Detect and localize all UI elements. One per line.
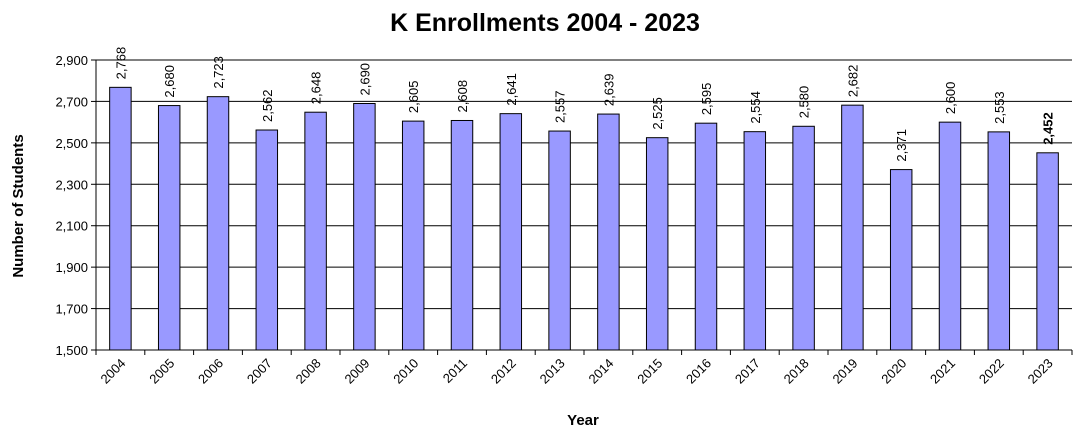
bar-2018 bbox=[792, 125, 815, 351]
bar-2004 bbox=[109, 86, 132, 351]
data-label: 2,768 bbox=[113, 47, 128, 80]
data-labels: 2,768 2,680 2,723 2,562 2,648 2,690 2,605 2,608… bbox=[113, 47, 1055, 162]
x-tick-label: 2017 bbox=[732, 356, 763, 387]
data-label: 2,595 bbox=[699, 83, 714, 116]
bar-2015 bbox=[645, 137, 669, 351]
bar-2011 bbox=[450, 119, 474, 351]
bar-2022 bbox=[987, 131, 1011, 351]
x-tick-label: 2004 bbox=[97, 356, 128, 387]
data-label: 2,557 bbox=[553, 91, 568, 124]
y-tick-label: 2,100 bbox=[55, 219, 88, 234]
chart-title: K Enrollments 2004 - 2023 bbox=[390, 9, 700, 37]
data-label: 2,580 bbox=[797, 86, 812, 119]
x-tick-label: 2005 bbox=[146, 356, 177, 387]
bar-2020 bbox=[889, 169, 913, 351]
x-tick-label: 2021 bbox=[927, 356, 958, 387]
y-tick-label: 1,500 bbox=[55, 343, 88, 358]
x-tick-label: 2018 bbox=[781, 356, 812, 387]
bar-2017 bbox=[743, 131, 767, 351]
data-label: 2,608 bbox=[455, 80, 470, 113]
data-label: 2,682 bbox=[845, 65, 860, 98]
x-tick-labels: 2004 2005 2006 2007 2008 2009 2010 2011 2012 2013… bbox=[97, 356, 1055, 387]
y-tick-label: 2,900 bbox=[55, 53, 88, 68]
y-tick-label: 1,900 bbox=[55, 260, 88, 275]
bar-2021 bbox=[938, 121, 962, 351]
x-tick-label: 2007 bbox=[244, 356, 275, 387]
bar-2006 bbox=[206, 96, 230, 351]
data-label: 2,600 bbox=[943, 82, 958, 115]
data-label: 2,452 bbox=[1041, 112, 1056, 145]
y-axis-title: Number of Students bbox=[10, 134, 27, 277]
x-tick-label: 2011 bbox=[440, 356, 470, 386]
x-tick-label: 2006 bbox=[195, 356, 226, 387]
data-label: 2,639 bbox=[601, 74, 616, 107]
data-label: 2,680 bbox=[162, 65, 177, 98]
y-tick-label: 2,500 bbox=[55, 136, 88, 151]
data-label: 2,641 bbox=[504, 73, 519, 106]
data-label: 2,554 bbox=[748, 91, 763, 124]
axes bbox=[91, 59, 1073, 355]
bar-2013 bbox=[548, 130, 571, 351]
x-tick-label: 2016 bbox=[683, 356, 714, 387]
x-tick-label: 2023 bbox=[1025, 356, 1056, 387]
bar-2007 bbox=[255, 129, 279, 351]
x-tick-label: 2013 bbox=[537, 356, 568, 387]
bar-2008 bbox=[304, 111, 327, 351]
data-label: 2,525 bbox=[650, 97, 665, 130]
bar-2016 bbox=[694, 122, 718, 351]
bar-2009 bbox=[353, 103, 376, 351]
x-tick-label: 2019 bbox=[829, 356, 860, 387]
x-tick-label: 2012 bbox=[488, 356, 519, 387]
x-tick-label: 2009 bbox=[341, 356, 372, 387]
x-tick-label: 2022 bbox=[976, 356, 1007, 387]
x-tick-label: 2008 bbox=[293, 356, 324, 387]
gridlines bbox=[96, 59, 1072, 310]
x-tick-label: 2015 bbox=[634, 356, 665, 387]
y-tick-label: 1,700 bbox=[55, 302, 88, 317]
bar-2005 bbox=[157, 105, 181, 351]
data-label: 2,648 bbox=[309, 72, 324, 105]
y-tick-labels: 1,500 1,700 1,900 2,100 2,300 2,500 2,700 2,900 bbox=[55, 53, 88, 358]
y-tick-label: 2,300 bbox=[55, 177, 88, 192]
x-axis-title: Year bbox=[567, 412, 599, 429]
data-label: 2,723 bbox=[211, 56, 226, 89]
y-tick-label: 2,700 bbox=[55, 94, 88, 109]
bar-2012 bbox=[499, 113, 523, 351]
data-label: 2,553 bbox=[992, 91, 1007, 124]
bar-2010 bbox=[401, 120, 425, 351]
x-tick-label: 2010 bbox=[390, 356, 421, 387]
bars bbox=[109, 86, 1059, 351]
bar-2019 bbox=[841, 104, 864, 351]
data-label: 2,690 bbox=[357, 63, 372, 96]
data-label: 2,562 bbox=[260, 89, 275, 122]
bar-2014 bbox=[597, 113, 620, 351]
data-label: 2,605 bbox=[406, 81, 421, 114]
data-label: 2,371 bbox=[894, 129, 909, 162]
x-tick-label: 2014 bbox=[585, 356, 616, 387]
x-tick-label: 2020 bbox=[878, 356, 909, 387]
bar-2023 bbox=[1036, 152, 1059, 351]
